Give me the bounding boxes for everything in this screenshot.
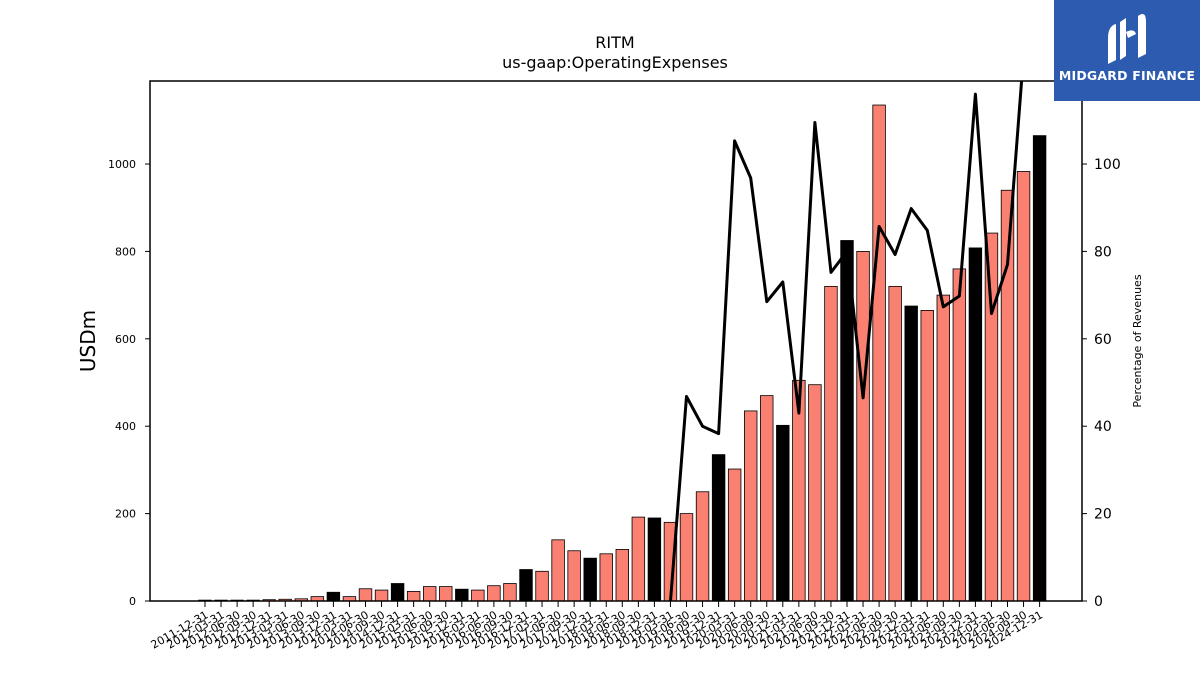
- axes-layer: 020040060080010000204060801002011-12-312…: [108, 80, 1121, 652]
- chart-subtitle: us-gaap:OperatingExpenses: [502, 53, 728, 72]
- bar-2023-09-30: [952, 268, 967, 602]
- logo-text: MIDGARD FINANCE: [1058, 68, 1196, 83]
- bar-2018-09-30: [631, 516, 646, 602]
- y-axis-label-right: Percentage of Revenues: [1131, 274, 1144, 407]
- y2-tick-label-20: 20: [1094, 507, 1112, 523]
- bar-2013-12-31: [326, 591, 341, 602]
- bar-2020-03-31: [727, 468, 742, 602]
- plot-frame: [149, 80, 1083, 602]
- brand-logo: MIDGARD FINANCE: [1054, 0, 1200, 101]
- bar-2016-09-30: [503, 583, 517, 602]
- bar-2020-06-30: [744, 410, 758, 602]
- y2-tick-label-60: 60: [1094, 332, 1112, 348]
- bar-2017-12-31: [583, 557, 597, 602]
- bar-2023-12-31: [968, 247, 983, 602]
- bar-2016-06-30: [487, 585, 501, 602]
- bar-2020-12-31: [776, 424, 790, 602]
- bar-2020-09-30: [760, 395, 774, 602]
- bar-2022-06-30: [872, 104, 886, 602]
- bar-2016-03-31: [471, 589, 485, 602]
- bar-2018-12-31: [647, 517, 662, 602]
- y-tick-label-200: 200: [115, 508, 136, 521]
- bar-2019-06-30: [679, 513, 694, 602]
- bar-2019-09-30: [695, 491, 710, 602]
- bar-2014-12-31: [390, 583, 405, 602]
- bar-2022-09-30: [888, 285, 902, 602]
- y-tick-label-800: 800: [115, 245, 136, 258]
- percentage-line: [669, 81, 1024, 601]
- bar-2022-03-31: [856, 251, 870, 602]
- bar-2021-06-30: [808, 384, 822, 602]
- bar-2016-12-31: [519, 569, 533, 602]
- y-axis-label-left: USDm: [76, 310, 100, 372]
- y-tick-label-600: 600: [115, 333, 136, 346]
- y-tick-label-400: 400: [115, 420, 136, 433]
- bar-2024-09-30: [1016, 171, 1031, 602]
- bar-2014-09-30: [374, 589, 389, 602]
- bar-2015-09-30: [439, 586, 453, 602]
- y-tick-label-1000: 1000: [108, 158, 136, 171]
- bar-2018-06-30: [615, 549, 630, 602]
- bars-layer: [198, 104, 1047, 602]
- y2-tick-label-100: 100: [1094, 157, 1121, 173]
- bar-2015-03-31: [406, 590, 421, 602]
- bar-2023-06-30: [936, 294, 951, 602]
- y2-tick-label-0: 0: [1094, 594, 1103, 610]
- logo-mark-icon: [1108, 14, 1146, 64]
- bar-2019-12-31: [711, 454, 726, 602]
- bar-2018-03-31: [599, 553, 613, 602]
- line-layer: [669, 81, 1024, 601]
- bar-2023-03-31: [920, 310, 934, 602]
- bar-2024-03-31: [984, 232, 999, 602]
- bar-2017-03-31: [535, 570, 549, 602]
- bar-2021-09-30: [824, 285, 838, 602]
- y2-tick-label-40: 40: [1094, 419, 1112, 435]
- y2-tick-label-80: 80: [1094, 244, 1112, 260]
- chart-title: RITM: [595, 33, 634, 52]
- bar-2022-12-31: [904, 305, 918, 602]
- bar-2015-06-30: [422, 586, 437, 602]
- bar-2017-09-30: [567, 550, 581, 602]
- bar-2014-06-30: [358, 588, 373, 602]
- bar-2015-12-31: [455, 588, 469, 602]
- y-tick-label-0: 0: [129, 595, 136, 608]
- bar-2017-06-30: [551, 539, 565, 602]
- bar-2024-12-31: [1032, 135, 1047, 602]
